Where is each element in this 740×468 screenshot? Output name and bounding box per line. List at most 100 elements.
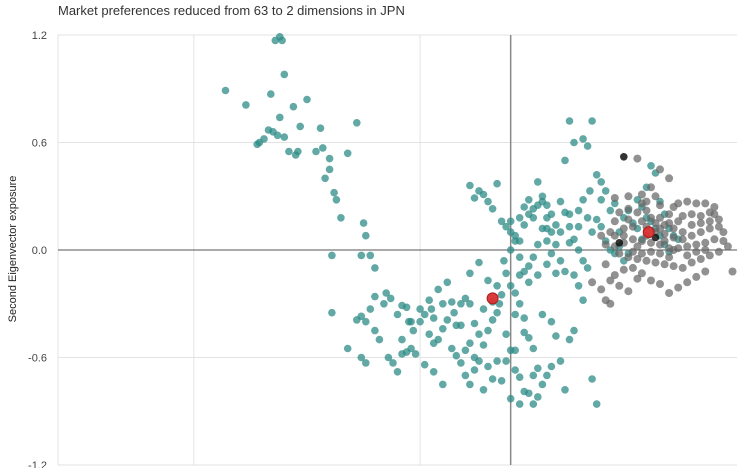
data-point <box>565 335 574 344</box>
data-point <box>606 276 615 285</box>
data-point <box>579 196 587 204</box>
data-point <box>500 257 508 265</box>
data-point <box>371 292 379 301</box>
y-axis-label: Second Eigenvector exposure <box>7 176 19 323</box>
data-point <box>561 386 569 394</box>
data-point <box>357 353 366 362</box>
data-point <box>570 326 578 335</box>
data-point <box>529 253 538 261</box>
y-tick-label: 0.0 <box>32 245 47 257</box>
data-point <box>669 224 678 233</box>
data-point <box>597 285 606 294</box>
data-point <box>452 351 461 360</box>
data-point <box>624 287 633 296</box>
data-point <box>651 219 660 228</box>
data-point <box>448 298 456 306</box>
data-point <box>696 219 705 228</box>
data-point <box>637 190 646 199</box>
data-point <box>242 101 250 109</box>
data-point <box>330 188 338 197</box>
data-point <box>253 140 261 149</box>
data-point <box>366 305 375 313</box>
data-point <box>588 117 596 125</box>
data-point <box>407 317 415 326</box>
data-point <box>280 70 289 79</box>
data-point <box>683 278 692 287</box>
data-point <box>665 253 674 262</box>
data-point <box>407 344 415 353</box>
data-point <box>470 366 479 374</box>
data-point <box>543 237 551 245</box>
data-point <box>525 334 533 342</box>
data-point <box>620 153 628 161</box>
data-point <box>615 249 624 258</box>
data-point <box>466 300 474 308</box>
data-point <box>534 364 542 373</box>
data-point <box>479 305 488 313</box>
data-point <box>466 380 474 389</box>
data-point <box>579 135 587 143</box>
data-point <box>484 276 492 285</box>
data-point <box>610 194 619 202</box>
data-point <box>515 373 524 382</box>
data-point <box>357 251 366 260</box>
data-point <box>289 102 298 111</box>
data-point <box>409 326 418 335</box>
data-point <box>714 247 723 256</box>
data-point <box>497 377 506 385</box>
data-point <box>470 319 479 328</box>
data-point <box>574 222 583 231</box>
data-point <box>371 326 379 335</box>
data-point <box>660 229 669 238</box>
data-point <box>457 300 465 308</box>
data-point <box>610 271 619 280</box>
data-point <box>502 330 510 339</box>
data-point <box>515 400 524 408</box>
data-point <box>592 215 601 224</box>
data-point <box>525 196 533 204</box>
data-point <box>579 296 587 305</box>
data-point <box>624 192 633 201</box>
data-point <box>328 308 336 317</box>
data-point <box>506 282 515 290</box>
data-point <box>692 240 701 249</box>
data-point <box>443 316 452 324</box>
data-point <box>502 269 510 278</box>
data-point <box>547 362 556 371</box>
data-point <box>511 310 519 319</box>
data-point <box>488 375 497 383</box>
data-point <box>538 380 547 389</box>
data-point <box>633 255 642 263</box>
data-point <box>278 36 286 45</box>
data-point <box>525 278 533 287</box>
data-point <box>466 269 474 278</box>
data-point <box>651 233 660 242</box>
data-point <box>479 190 488 199</box>
data-point <box>565 117 574 125</box>
data-point <box>683 197 692 206</box>
data-point <box>656 201 664 210</box>
data-point <box>565 210 574 218</box>
data-point <box>520 314 528 322</box>
data-point <box>656 165 664 174</box>
data-point <box>714 215 723 224</box>
data-point <box>353 119 361 127</box>
data-point <box>683 242 692 251</box>
data-point <box>692 199 701 208</box>
y-tick-labels: 1.2 0.6 0.0 -0.6 -1.2 <box>28 30 47 468</box>
data-point <box>624 204 633 213</box>
data-point <box>665 210 674 219</box>
data-point <box>615 239 624 247</box>
data-point <box>366 251 375 260</box>
data-point <box>538 192 547 201</box>
data-point <box>656 213 664 222</box>
data-point <box>696 228 705 237</box>
data-point <box>475 258 483 267</box>
data-point <box>362 231 370 240</box>
data-point <box>484 197 492 206</box>
data-point <box>362 317 370 326</box>
data-point <box>515 271 524 279</box>
data-point <box>328 251 336 260</box>
data-point <box>547 317 556 326</box>
